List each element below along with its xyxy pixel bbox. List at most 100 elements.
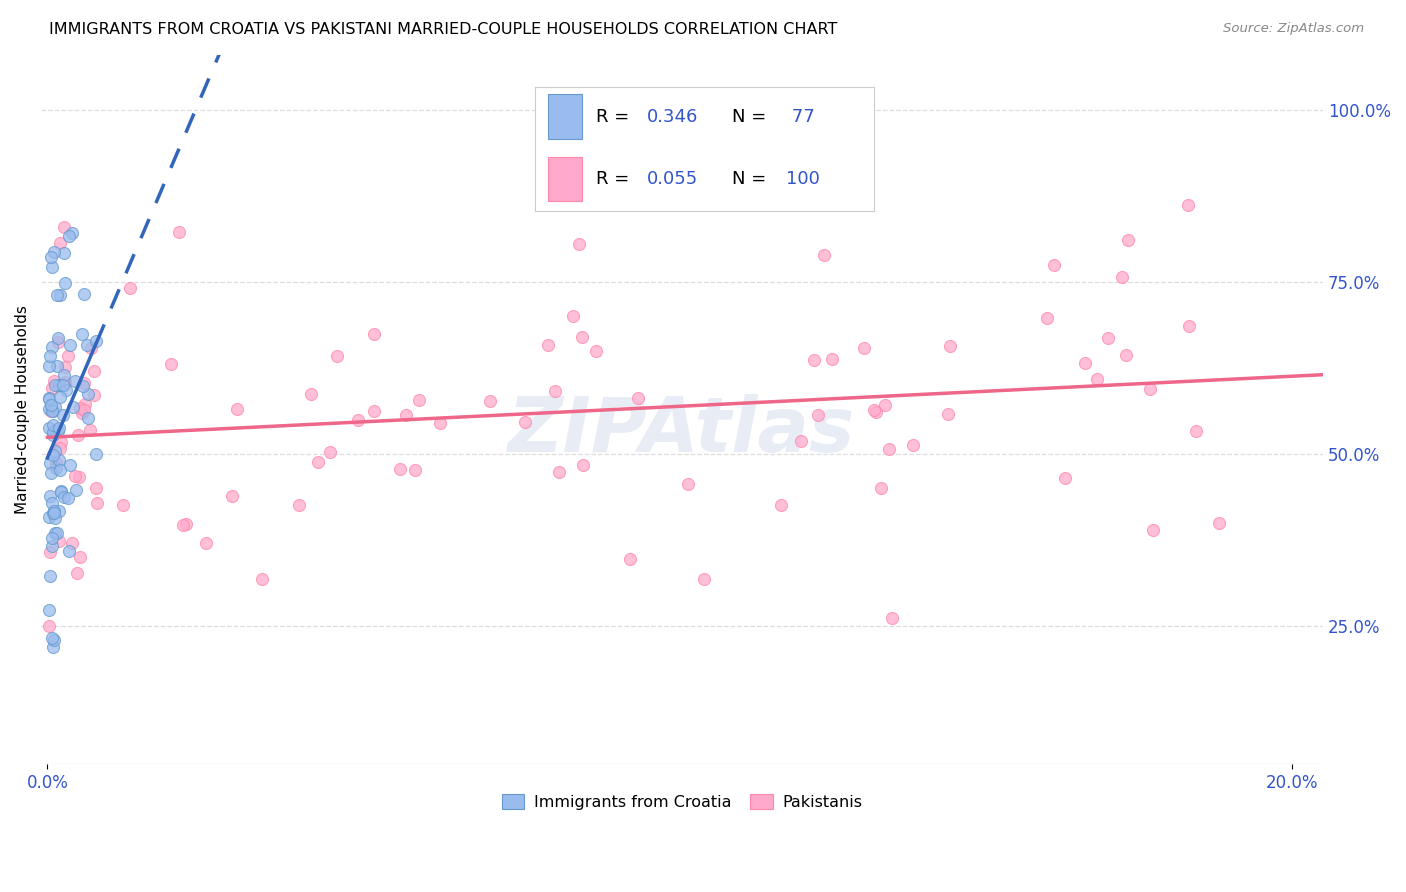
Point [319, 445, 342, 459]
Point [118, 281, 141, 295]
Point [48, 453, 70, 467]
Point [1035, 311, 1057, 326]
Point [225, 402, 247, 417]
Point [52, 220, 75, 235]
Point [288, 498, 311, 512]
Point [86, 496, 108, 510]
Point [408, 393, 430, 408]
Point [39, 467, 62, 481]
Point [39, 349, 62, 363]
Point [1177, 198, 1199, 212]
Point [46, 359, 69, 373]
Point [1178, 319, 1201, 334]
Point [83, 363, 105, 377]
Point [41, 381, 63, 395]
Point [44, 444, 66, 458]
Point [65, 483, 87, 497]
Point [51, 434, 73, 449]
Point [42, 640, 65, 654]
Point [80, 341, 103, 355]
Point [46, 331, 69, 345]
Point [1087, 372, 1109, 386]
Point [51, 484, 73, 499]
Point [41, 539, 63, 553]
Point [404, 463, 426, 477]
Text: Source: ZipAtlas.com: Source: ZipAtlas.com [1223, 22, 1364, 36]
Point [515, 415, 537, 429]
Point [167, 225, 190, 239]
Point [41, 495, 63, 509]
Point [803, 352, 825, 367]
Point [174, 516, 197, 531]
Legend: Immigrants from Croatia, Pakistanis: Immigrants from Croatia, Pakistanis [495, 788, 869, 816]
Point [72, 379, 94, 393]
Point [58, 350, 80, 364]
Point [46, 334, 69, 349]
Point [59, 337, 82, 351]
Point [347, 413, 370, 427]
Point [77, 387, 100, 401]
Point [790, 434, 813, 448]
Point [60, 226, 83, 240]
Point [53, 376, 76, 390]
Point [38, 510, 60, 524]
Point [1139, 382, 1161, 396]
Point [1054, 471, 1077, 485]
Point [585, 344, 607, 359]
Point [73, 403, 96, 417]
Point [44, 525, 66, 540]
Point [562, 309, 585, 323]
Point [45, 456, 67, 470]
Point [38, 619, 60, 633]
Point [769, 498, 792, 512]
Point [41, 632, 63, 646]
Point [325, 349, 347, 363]
Point [38, 392, 60, 407]
Point [38, 421, 60, 435]
Point [870, 481, 893, 495]
Point [38, 402, 60, 417]
Point [49, 287, 72, 301]
Point [49, 442, 72, 456]
Point [42, 632, 65, 647]
Point [79, 423, 101, 437]
Point [41, 427, 63, 442]
Point [59, 458, 82, 473]
Point [821, 352, 844, 367]
Point [76, 338, 98, 352]
Point [48, 377, 70, 392]
Point [49, 390, 72, 404]
Point [76, 410, 98, 425]
Point [1115, 347, 1137, 361]
Point [53, 245, 76, 260]
Text: ZIPAtlas: ZIPAtlas [509, 394, 856, 468]
Point [939, 339, 962, 353]
Point [58, 544, 80, 558]
Point [112, 498, 135, 512]
Point [38, 391, 60, 405]
Point [865, 404, 887, 418]
Point [42, 425, 65, 439]
Point [62, 400, 84, 414]
Point [41, 260, 63, 274]
Point [693, 572, 716, 586]
Point [41, 340, 63, 354]
Point [873, 398, 896, 412]
Point [46, 525, 69, 540]
Point [38, 457, 60, 471]
Point [48, 421, 70, 435]
Point [544, 384, 567, 398]
Point [42, 448, 65, 462]
Point [627, 392, 650, 406]
Point [52, 409, 75, 423]
Point [41, 403, 63, 417]
Point [41, 531, 63, 545]
Point [42, 504, 65, 518]
Point [84, 447, 107, 461]
Point [72, 327, 94, 342]
Point [84, 481, 107, 495]
Point [73, 286, 96, 301]
Y-axis label: Married-couple Households: Married-couple Households [15, 305, 30, 514]
Point [73, 376, 96, 391]
Point [63, 468, 86, 483]
